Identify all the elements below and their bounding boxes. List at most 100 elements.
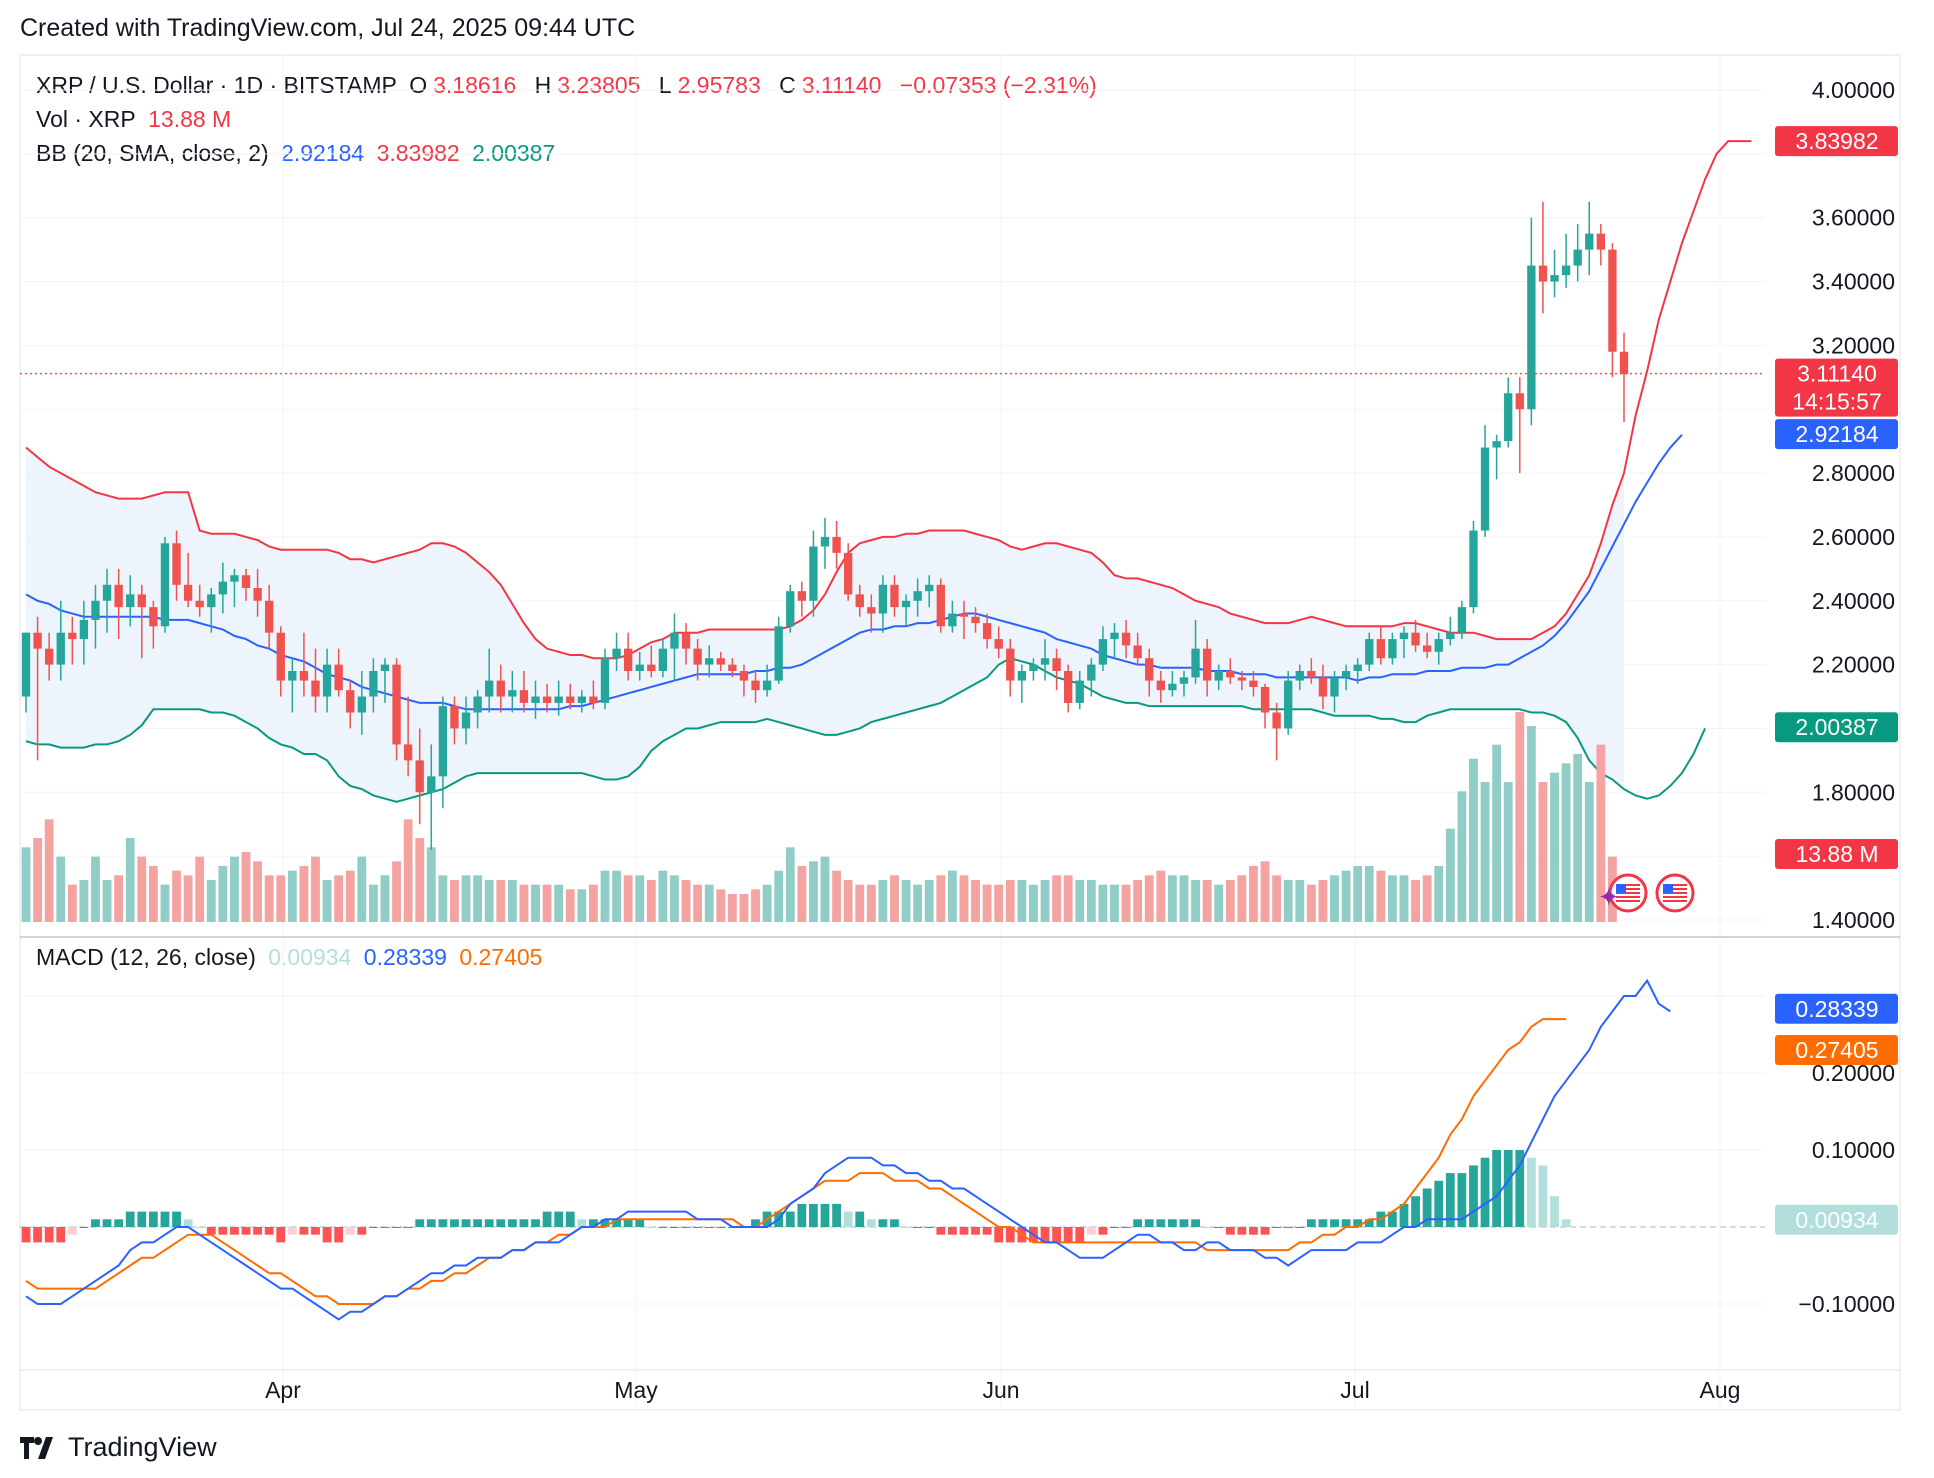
- macd-hist-bar: [79, 1227, 89, 1228]
- volume-bar: [1364, 866, 1374, 922]
- macd-hist-bar: [947, 1227, 957, 1235]
- volume-bar: [1225, 880, 1235, 922]
- macd-hist-bar: [1492, 1150, 1502, 1227]
- macd-hist-bar: [1388, 1211, 1397, 1227]
- bb-lower-tag: 2.00387: [1795, 714, 1878, 740]
- sparkle-icon: ✦: [1598, 883, 1620, 913]
- candle-body: [936, 584, 945, 627]
- candle-body: [890, 584, 899, 608]
- macd-hist-bar: [1480, 1157, 1490, 1227]
- volume-bar: [901, 880, 911, 922]
- candle-body: [670, 632, 679, 649]
- flag-stripe: [1616, 888, 1640, 890]
- macd-hist-bar: [311, 1227, 320, 1235]
- macd-hist-bar: [785, 1211, 795, 1227]
- candle-body: [1272, 712, 1281, 729]
- macd-hist-bar: [67, 1227, 77, 1235]
- macd-hist-bar: [368, 1227, 378, 1228]
- bb-low-value: 2.00387: [472, 140, 556, 166]
- flag-stripe: [1663, 900, 1687, 902]
- candle-body: [485, 680, 494, 697]
- volume-label[interactable]: Vol · XRP: [36, 106, 136, 132]
- candle-body: [403, 744, 413, 761]
- macd-hist-bar: [832, 1203, 841, 1227]
- price-tick-label: 1.40000: [1812, 907, 1895, 933]
- macd-hist-bar: [670, 1227, 679, 1228]
- candle-body: [276, 632, 285, 681]
- symbol-name[interactable]: XRP / U.S. Dollar · 1D · BITSTAMP: [36, 72, 397, 98]
- volume-bar: [1376, 870, 1386, 922]
- flag-canton: [1663, 884, 1673, 893]
- macd-hist-bar: [1098, 1227, 1108, 1235]
- volume-bar: [1526, 726, 1536, 922]
- candle-body: [218, 581, 228, 595]
- candle-body: [623, 648, 633, 671]
- macd-label[interactable]: MACD (12, 26, close): [36, 944, 256, 970]
- high-number: 3.23805: [557, 72, 641, 98]
- bb-label[interactable]: BB (20, SMA, close, 2): [36, 140, 269, 166]
- volume-bar: [751, 889, 760, 922]
- volume-bar: [368, 884, 378, 922]
- macd-hist-bar: [866, 1219, 876, 1227]
- candle-body: [1619, 351, 1629, 375]
- volume-bar: [762, 884, 772, 922]
- price-tick-label: 4.00000: [1812, 77, 1895, 103]
- time-tick-label: Jun: [982, 1377, 1019, 1403]
- volume-bar: [542, 884, 552, 922]
- macd-hist-bar: [971, 1227, 980, 1235]
- volume-bar: [345, 870, 355, 922]
- volume-bar: [1121, 884, 1131, 922]
- volume-bar: [102, 880, 112, 922]
- volume-bar: [693, 884, 703, 922]
- price-tick-label: 1.80000: [1812, 779, 1895, 805]
- volume-bar: [1457, 791, 1467, 922]
- candle-body: [415, 760, 424, 793]
- bb-up-value: 3.83982: [376, 140, 460, 166]
- candle-body: [519, 690, 529, 703]
- candle-body: [716, 658, 725, 665]
- volume-bar: [1063, 875, 1073, 922]
- candle-body: [102, 584, 112, 601]
- volume-bar: [1503, 782, 1513, 922]
- volume-bar: [334, 875, 344, 922]
- candle-body: [982, 623, 992, 640]
- macd-hist-bar: [438, 1219, 448, 1227]
- bb-legend: BB (20, SMA, close, 2) 2.92184 3.83982 2…: [36, 140, 561, 167]
- flag-stripe: [1616, 892, 1640, 894]
- candle-body: [1504, 393, 1513, 442]
- macd-hist-bar: [959, 1227, 969, 1235]
- macd-hist-bar: [542, 1211, 552, 1227]
- last-price-tag: 3.11140: [1797, 361, 1877, 387]
- macd-hist-bar: [1214, 1227, 1224, 1228]
- macd-hist-bar: [1063, 1227, 1073, 1243]
- candle-body: [1561, 265, 1571, 276]
- candle-body: [589, 696, 598, 703]
- volume-bar: [727, 894, 737, 922]
- macd-hist-bar: [1133, 1219, 1143, 1227]
- macd-hist-bar: [658, 1227, 668, 1228]
- macd-hist-bar: [380, 1227, 390, 1228]
- volume-bar: [195, 856, 205, 922]
- candle-body: [1608, 249, 1617, 352]
- volume-bar: [1249, 866, 1258, 922]
- macd-hist-bar: [218, 1227, 228, 1235]
- tradingview-logo[interactable]: TradingView: [20, 1432, 217, 1463]
- volume-bar: [890, 875, 899, 922]
- candle-body: [751, 680, 760, 691]
- volume-bar: [947, 870, 957, 922]
- candle-body: [1330, 677, 1339, 697]
- volume-bar: [160, 884, 170, 922]
- candle-body: [705, 658, 714, 665]
- candle-body: [739, 671, 749, 681]
- volume-bar: [1237, 875, 1247, 922]
- candle-body: [33, 632, 42, 649]
- candle-body: [253, 588, 262, 601]
- bb-upper-tag-bg: [1775, 126, 1898, 157]
- macd-hist-bar: [195, 1227, 205, 1228]
- candle-body: [137, 594, 146, 608]
- macd-hist-bar: [797, 1203, 807, 1227]
- low-label: L: [658, 72, 672, 98]
- volume-bar: [218, 866, 228, 922]
